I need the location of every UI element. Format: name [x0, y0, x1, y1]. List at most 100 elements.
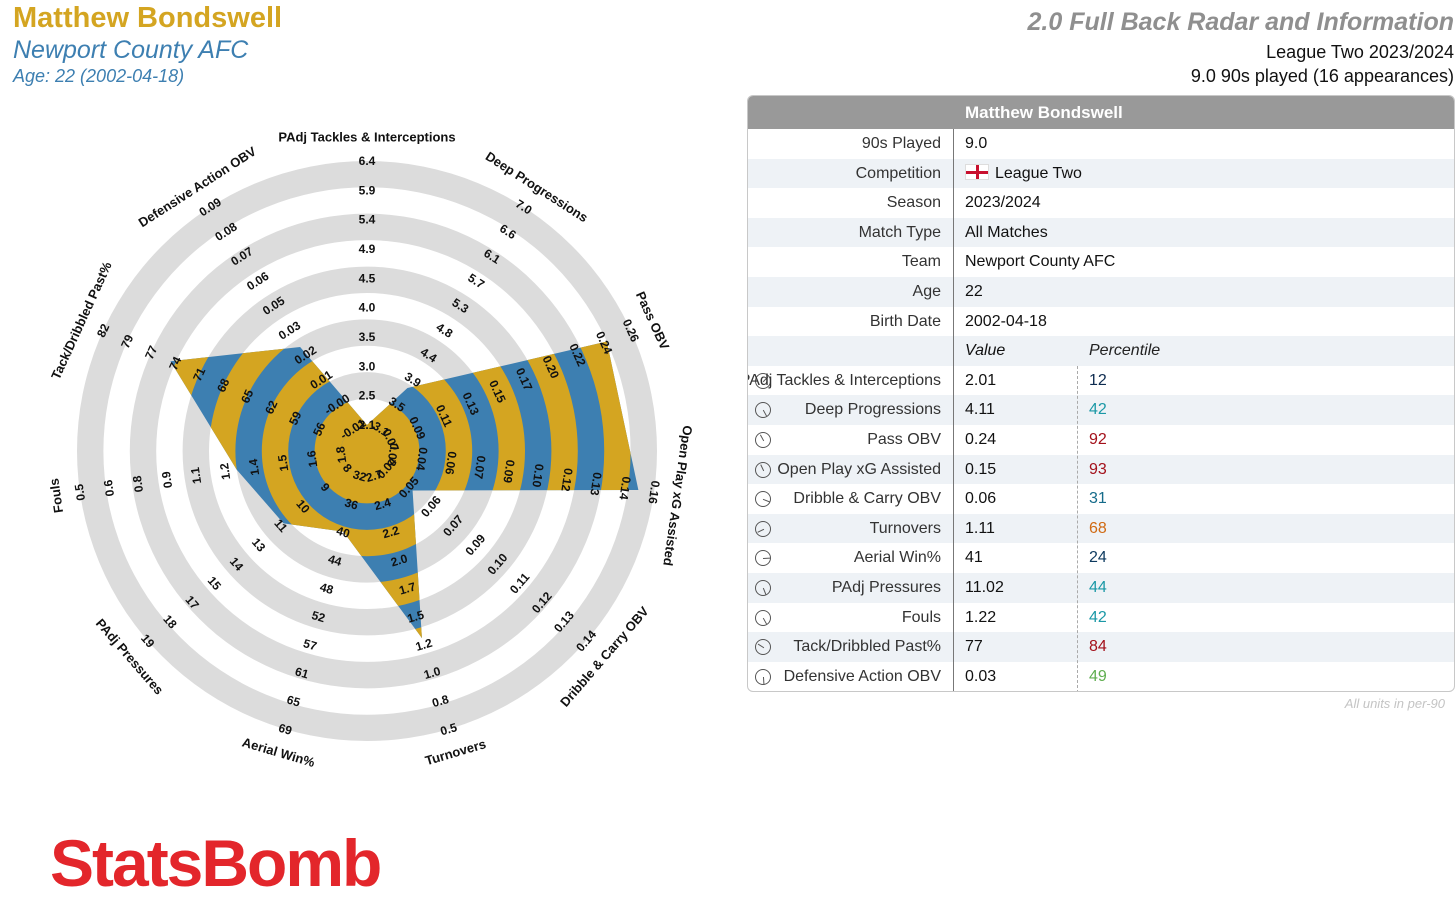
report-league: League Two 2023/2024 [1266, 42, 1454, 62]
radar-tick-label: 0.13 [587, 471, 604, 496]
info-row: 90s Played 9.0 [748, 129, 1454, 159]
radar-tick-label: 5.9 [359, 183, 376, 197]
metric-row: Defensive Action OBV 0.03 49 [748, 662, 1454, 691]
radar-tick-label: 1.6 [304, 449, 320, 468]
metric-value: 77 [965, 638, 983, 656]
metric-value: 11.02 [965, 578, 1004, 596]
metric-label: Dribble & Carry OBV [793, 490, 941, 508]
radar-tick-label: 71 [190, 365, 208, 383]
dial-hand [757, 643, 765, 649]
radar-tick-label: 4.9 [359, 242, 376, 256]
radar-tick-label: 40 [335, 524, 352, 541]
info-value-text: League Two [995, 164, 1082, 182]
radar-tick-label: 1.5 [275, 453, 291, 472]
radar-tick-label: 0.04 [413, 446, 430, 471]
metric-value: 0.24 [965, 430, 997, 448]
metric-value: 4.11 [965, 401, 995, 419]
radar-tick-label: 74 [166, 354, 184, 372]
radar-tick-label: 79 [118, 332, 136, 350]
value-header: Value [965, 342, 1006, 360]
radar-axis-title: Open Play xG Assisted [660, 424, 695, 567]
percentile-dial-icon [755, 668, 771, 685]
metric-row: Tack/Dribbled Past% 77 84 [748, 632, 1454, 662]
dial-hand [762, 557, 771, 560]
info-value-text: 22 [965, 282, 983, 300]
radar-tick-label: 2.4 [373, 495, 393, 513]
percentile-dial-icon [755, 372, 771, 389]
radar-tick-label: 69 [277, 721, 294, 738]
radar-axis-title: Turnovers [423, 736, 487, 768]
info-panel: Matthew Bondswell 90s Played 9.0 Competiti… [747, 95, 1455, 692]
radar-tick-label: 1.2 [217, 462, 233, 481]
metric-percentile: 42 [1089, 608, 1107, 626]
dial-hand [757, 528, 765, 533]
info-label: Competition [855, 164, 941, 182]
info-value: League Two [965, 159, 1082, 189]
info-label: 90s Played [861, 135, 941, 152]
metric-row: Aerial Win% 41 24 [748, 543, 1454, 573]
radar-tick-label: 1.0 [422, 664, 442, 682]
radar-tick-label: 4.8 [434, 320, 456, 341]
metric-row: Open Play xG Assisted 0.15 93 [748, 454, 1454, 485]
player-age: Age: 22 (2002-04-18) [13, 66, 185, 86]
metric-percentile: 93 [1089, 460, 1107, 478]
info-value-text: 2002-04-18 [965, 312, 1047, 330]
info-value-text: All Matches [965, 223, 1048, 241]
metric-percentile: 12 [1089, 371, 1107, 389]
radar-tick-label: 0.07 [471, 455, 488, 480]
info-value-text: Newport County AFC [965, 253, 1116, 271]
radar-tick-label: 2.2 [381, 523, 401, 541]
radar-tick-label: 48 [318, 580, 335, 597]
info-row: Competition League Two [748, 158, 1454, 189]
team-name: Newport County AFC [13, 36, 249, 64]
info-label: Season [886, 194, 941, 212]
radar-center-disc [341, 425, 393, 477]
info-label: Age [912, 282, 941, 300]
radar-tick-label: 2.0 [389, 551, 409, 569]
percentile-dial-icon [755, 639, 771, 656]
info-row: Team Newport County AFC [748, 247, 1454, 277]
radar-tick-label: 1.2 [414, 636, 434, 654]
dial-hand [762, 410, 768, 417]
info-row: Season 2023/2024 [748, 188, 1454, 218]
metric-percentile: 92 [1089, 430, 1107, 448]
report-title: 2.0 Full Back Radar and Information [1027, 8, 1454, 36]
metric-percentile: 84 [1089, 638, 1107, 656]
radar-tick-label: 1.4 [246, 458, 262, 477]
radar-tick-label: 3.5 [359, 330, 376, 344]
radar-tick-label: 61 [293, 664, 310, 681]
radar-center-tick: 2.1 [359, 418, 376, 432]
percentile-dial-icon [755, 402, 771, 419]
radar-tick-label: 0.12 [558, 467, 575, 492]
dial-hand [762, 676, 765, 684]
info-rows: 90s Played 9.0 Competition League Two Season… [748, 129, 1454, 691]
radar-tick-label: 57 [302, 636, 319, 653]
radar-tick-label: 52 [310, 608, 327, 625]
metric-value: 1.11 [965, 519, 995, 537]
radar-center-tick: 2.7 [364, 467, 384, 485]
units-note: All units in per-90 [1344, 696, 1445, 711]
radar-axis-title: Aerial Win% [240, 735, 317, 771]
metric-percentile: 44 [1089, 578, 1107, 596]
metric-value: 0.03 [965, 667, 997, 685]
radar-tick-label: 0.09 [500, 459, 517, 484]
metric-percentile: 31 [1089, 490, 1107, 508]
dial-hand [762, 587, 767, 595]
report-played: 9.0 90s played (16 appearances) [1190, 66, 1454, 86]
metric-row: Turnovers 1.11 68 [748, 513, 1454, 544]
metric-value: 0.15 [965, 460, 997, 478]
metric-value: 2.01 [965, 371, 997, 389]
percentile-header: Percentile [1089, 342, 1161, 360]
panel-header: Matthew Bondswell [748, 96, 1454, 129]
radar-tick-label: 13 [249, 535, 269, 555]
radar-tick-label: 5.4 [359, 213, 376, 227]
metric-percentile: 68 [1089, 519, 1107, 537]
dial-hand [762, 498, 770, 503]
info-value: Newport County AFC [965, 247, 1115, 277]
info-label: Birth Date [869, 312, 941, 330]
radar-tick-label: 0.6 [101, 479, 117, 498]
radar-tick-label: 4.0 [359, 301, 376, 315]
metric-label: Pass OBV [867, 430, 941, 448]
england-flag-icon [965, 163, 989, 180]
metric-percentile: 49 [1089, 667, 1107, 685]
